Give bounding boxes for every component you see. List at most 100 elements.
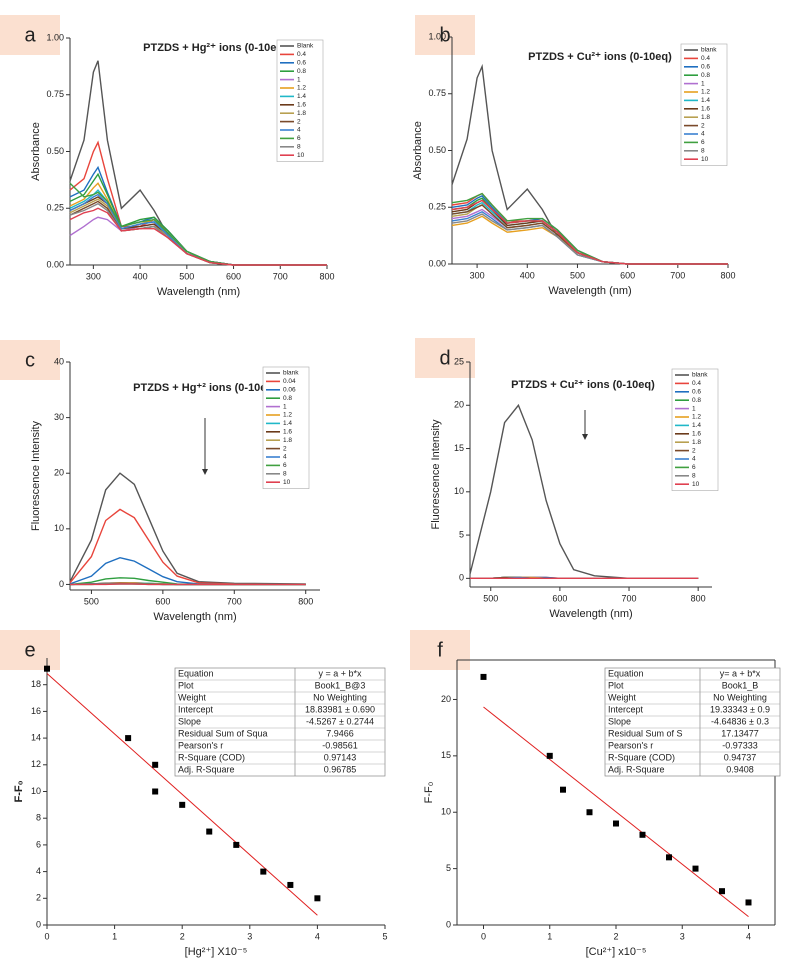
y-tick-label: 10 [454, 486, 464, 496]
y-tick-label: 18 [31, 679, 41, 689]
x-tick-label: 800 [319, 271, 334, 281]
y-tick-label: 20 [454, 400, 464, 410]
panel-label: f [437, 639, 443, 661]
legend-label: 1.8 [701, 114, 710, 121]
y-axis-label: Fluorescence Intensity [30, 420, 42, 531]
legend-label: 0.8 [297, 68, 306, 75]
x-tick-label: 800 [691, 593, 706, 603]
legend-label: blank [701, 47, 717, 54]
table-value: -4.5267 ± 0.2744 [306, 716, 374, 726]
x-tick-label: 500 [179, 271, 194, 281]
y-tick-label: 12 [31, 759, 41, 769]
table-value: y= a + b*x [720, 668, 761, 678]
y-tick-label: 40 [54, 356, 64, 366]
legend-label: 1.2 [283, 412, 292, 419]
x-tick-label: 2 [180, 931, 185, 941]
table-value: -0.98561 [322, 740, 358, 750]
arrow-head [202, 469, 208, 475]
x-axis-label: Wavelength (nm) [548, 285, 631, 297]
data-point [560, 786, 566, 793]
legend-box [276, 39, 324, 162]
legend-label: 0.6 [701, 64, 710, 71]
data-point [206, 828, 213, 835]
x-tick-label: 600 [155, 596, 170, 606]
legend-label: 2 [701, 122, 705, 129]
table-key: Weight [608, 692, 636, 702]
chart-title: PTZDS + Hg⁺² ions (0-10eq) [133, 382, 277, 394]
legend-label: 8 [283, 471, 287, 478]
x-tick-label: 300 [86, 271, 101, 281]
panel-label: d [439, 347, 450, 369]
panel-label: c [25, 349, 35, 371]
legend-label: 1.6 [283, 429, 292, 436]
table-value: 0.97143 [324, 752, 357, 762]
spectrum-line [69, 172, 327, 266]
chart-title: PTZDS + Cu²⁺ ions (0-10eq) [511, 379, 655, 391]
x-axis-label: [Cu²⁺] x10⁻⁵ [586, 946, 647, 958]
table-key: Plot [608, 680, 624, 690]
legend-label: Blank [297, 43, 314, 50]
spectrum-line [69, 207, 327, 266]
legend-box [262, 366, 310, 489]
data-point [745, 899, 752, 906]
data-point [179, 801, 186, 808]
data-point [546, 752, 553, 759]
data-point [152, 788, 159, 795]
y-tick-label: 1.00 [428, 31, 446, 41]
y-tick-label: 10 [54, 523, 64, 533]
legend-label: 8 [701, 148, 705, 155]
y-tick-label: 0 [36, 919, 41, 929]
y-axis-label: Fluorescence Intensity [430, 419, 442, 530]
legend-label: 8 [297, 144, 301, 151]
table-key: Plot [178, 680, 194, 690]
legend-label: 10 [297, 152, 305, 159]
table-key: Residual Sum of Squa [178, 728, 268, 738]
legend-label: 1.2 [297, 85, 306, 92]
data-point [692, 865, 699, 872]
data-point [314, 895, 321, 902]
legend-label: 4 [297, 127, 301, 134]
x-tick-label: 700 [670, 270, 685, 280]
table-value: 18.83981 ± 0.690 [305, 704, 375, 714]
table-value: 0.9408 [726, 764, 754, 774]
table-value: No Weighting [313, 692, 367, 702]
y-tick-label: 0.75 [46, 89, 64, 99]
y-tick-label: 1.00 [46, 32, 64, 42]
x-tick-label: 400 [520, 270, 535, 280]
x-tick-label: 700 [227, 596, 242, 606]
x-tick-label: 300 [470, 270, 485, 280]
data-point [613, 820, 619, 827]
y-tick-label: 20 [54, 468, 64, 478]
y-axis-label: F-F₀ [13, 780, 25, 802]
table-key: Equation [178, 668, 214, 678]
x-tick-label: 600 [620, 270, 635, 280]
y-tick-label: 0 [59, 579, 64, 589]
legend-label: 10 [692, 481, 700, 488]
spectrum-line [451, 199, 728, 265]
fit-line [46, 673, 318, 916]
table-value: 7.9466 [326, 728, 354, 738]
legend-label: 1.4 [701, 97, 710, 104]
y-tick-label: 14 [31, 732, 41, 742]
panel-label-box [415, 15, 475, 55]
x-tick-label: 400 [133, 271, 148, 281]
y-axis-label: Absorbance [30, 122, 42, 181]
table-key: Pearson's r [178, 740, 223, 750]
legend-label: 6 [297, 135, 301, 142]
x-tick-label: 3 [247, 931, 252, 941]
x-tick-label: 500 [84, 596, 99, 606]
legend-label: 6 [283, 462, 287, 469]
x-tick-label: 4 [315, 931, 320, 941]
table-value: Book1_B@3 [315, 680, 366, 690]
y-tick-label: 15 [454, 443, 464, 453]
x-tick-label: 1 [112, 931, 117, 941]
x-axis-label: Wavelength (nm) [153, 611, 236, 623]
y-tick-label: 4 [36, 866, 41, 876]
legend-label: 1.4 [283, 420, 292, 427]
data-point [719, 888, 725, 895]
legend-label: 8 [692, 473, 696, 480]
spectrum-line [451, 201, 728, 265]
legend-label: 0.4 [692, 380, 701, 387]
legend-label: 2 [283, 445, 287, 452]
